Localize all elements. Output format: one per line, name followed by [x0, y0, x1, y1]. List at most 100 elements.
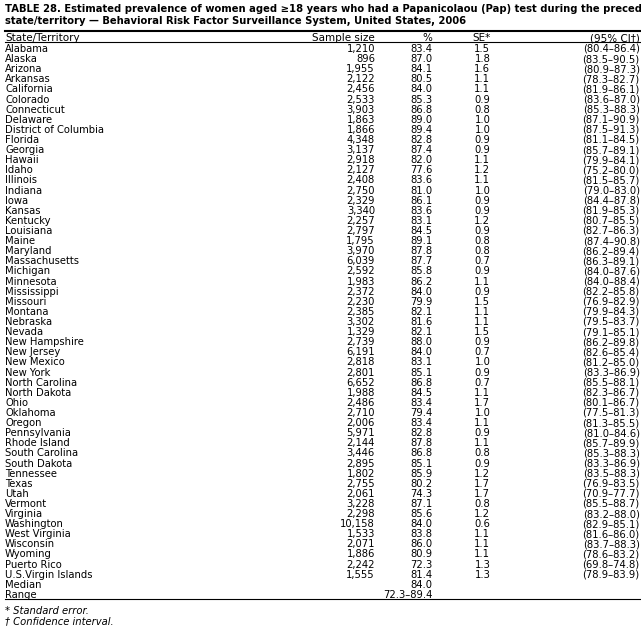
Text: (87.5–91.3): (87.5–91.3)	[583, 125, 640, 135]
Text: (81.9–85.3): (81.9–85.3)	[583, 206, 640, 216]
Text: Hawaii: Hawaii	[5, 155, 38, 165]
Text: (83.5–88.3): (83.5–88.3)	[583, 469, 640, 478]
Text: (84.4–87.8): (84.4–87.8)	[583, 196, 640, 206]
Text: 2,895: 2,895	[347, 459, 375, 468]
Text: Ohio: Ohio	[5, 398, 28, 408]
Text: (81.6–86.0): (81.6–86.0)	[583, 529, 640, 540]
Text: (85.5–88.7): (85.5–88.7)	[583, 499, 640, 509]
Text: 1,555: 1,555	[346, 569, 375, 580]
Text: 87.8: 87.8	[410, 438, 433, 448]
Text: (85.3–88.3): (85.3–88.3)	[583, 448, 640, 459]
Text: (81.1–84.5): (81.1–84.5)	[583, 135, 640, 145]
Text: (85.7–89.1): (85.7–89.1)	[583, 145, 640, 155]
Text: (81.0–84.6): (81.0–84.6)	[583, 428, 640, 438]
Text: 1.3: 1.3	[474, 560, 490, 569]
Text: (82.2–85.8): (82.2–85.8)	[583, 287, 640, 297]
Text: 0.9: 0.9	[474, 428, 490, 438]
Text: 0.8: 0.8	[474, 499, 490, 509]
Text: 2,061: 2,061	[347, 489, 375, 499]
Text: 86.8: 86.8	[410, 448, 433, 459]
Text: 1,955: 1,955	[346, 64, 375, 74]
Text: 83.4: 83.4	[411, 44, 433, 54]
Text: (77.5–81.3): (77.5–81.3)	[583, 408, 640, 418]
Text: (79.0–83.0): (79.0–83.0)	[583, 185, 640, 196]
Text: 1.0: 1.0	[474, 115, 490, 125]
Text: Median: Median	[5, 580, 42, 590]
Text: Oklahoma: Oklahoma	[5, 408, 56, 418]
Text: Colorado: Colorado	[5, 94, 49, 104]
Text: (79.5–83.7): (79.5–83.7)	[583, 317, 640, 327]
Text: (76.9–83.5): (76.9–83.5)	[583, 479, 640, 489]
Text: 86.0: 86.0	[410, 540, 433, 549]
Text: (76.9–82.9): (76.9–82.9)	[582, 297, 640, 307]
Text: Missouri: Missouri	[5, 297, 47, 307]
Text: Arizona: Arizona	[5, 64, 43, 74]
Text: 1.1: 1.1	[474, 84, 490, 94]
Text: Alabama: Alabama	[5, 44, 49, 54]
Text: 1.5: 1.5	[474, 327, 490, 337]
Text: 80.2: 80.2	[410, 479, 433, 489]
Text: 87.4: 87.4	[410, 145, 433, 155]
Text: 84.1: 84.1	[410, 64, 433, 74]
Text: 1,329: 1,329	[347, 327, 375, 337]
Text: 2,486: 2,486	[347, 398, 375, 408]
Text: (83.6–87.0): (83.6–87.0)	[583, 94, 640, 104]
Text: 86.8: 86.8	[410, 378, 433, 387]
Text: Connecticut: Connecticut	[5, 104, 65, 115]
Text: Nevada: Nevada	[5, 327, 43, 337]
Text: 0.9: 0.9	[474, 135, 490, 145]
Text: 83.6: 83.6	[410, 206, 433, 216]
Text: (79.1–85.1): (79.1–85.1)	[582, 327, 640, 337]
Text: (82.3–86.7): (82.3–86.7)	[583, 388, 640, 397]
Text: Vermont: Vermont	[5, 499, 47, 509]
Text: Iowa: Iowa	[5, 196, 28, 206]
Text: 2,801: 2,801	[347, 368, 375, 378]
Text: Arkansas: Arkansas	[5, 75, 51, 84]
Text: 0.9: 0.9	[474, 196, 490, 206]
Text: 1.0: 1.0	[474, 357, 490, 368]
Text: 84.5: 84.5	[410, 388, 433, 397]
Text: 2,257: 2,257	[346, 216, 375, 226]
Text: 84.0: 84.0	[411, 287, 433, 297]
Text: 83.4: 83.4	[411, 398, 433, 408]
Text: South Dakota: South Dakota	[5, 459, 72, 468]
Text: (84.0–88.4): (84.0–88.4)	[583, 276, 640, 287]
Text: 0.9: 0.9	[474, 459, 490, 468]
Text: 2,071: 2,071	[347, 540, 375, 549]
Text: 0.8: 0.8	[474, 236, 490, 246]
Text: 87.8: 87.8	[410, 246, 433, 256]
Text: (86.2–89.4): (86.2–89.4)	[583, 246, 640, 256]
Text: 6,039: 6,039	[347, 256, 375, 266]
Text: 1.0: 1.0	[474, 125, 490, 135]
Text: Illinois: Illinois	[5, 175, 37, 185]
Text: TABLE 28. Estimated prevalence of women aged ≥18 years who had a Papanicolaou (P: TABLE 28. Estimated prevalence of women …	[5, 4, 641, 15]
Text: 3,340: 3,340	[347, 206, 375, 216]
Text: (83.2–88.0): (83.2–88.0)	[583, 509, 640, 519]
Text: 82.1: 82.1	[410, 307, 433, 317]
Text: 3,137: 3,137	[347, 145, 375, 155]
Text: New Hampshire: New Hampshire	[5, 337, 84, 347]
Text: 85.1: 85.1	[410, 459, 433, 468]
Text: Puerto Rico: Puerto Rico	[5, 560, 62, 569]
Text: 6,191: 6,191	[346, 347, 375, 357]
Text: 2,750: 2,750	[347, 185, 375, 196]
Text: 1.7: 1.7	[474, 489, 490, 499]
Text: 1.0: 1.0	[474, 408, 490, 418]
Text: 4,348: 4,348	[347, 135, 375, 145]
Text: 85.6: 85.6	[410, 509, 433, 519]
Text: 2,408: 2,408	[347, 175, 375, 185]
Text: 3,903: 3,903	[347, 104, 375, 115]
Text: 1.8: 1.8	[474, 54, 490, 64]
Text: (86.3–89.1): (86.3–89.1)	[583, 256, 640, 266]
Text: 2,122: 2,122	[346, 75, 375, 84]
Text: 0.9: 0.9	[474, 266, 490, 276]
Text: (79.9–84.3): (79.9–84.3)	[583, 307, 640, 317]
Text: 86.8: 86.8	[410, 104, 433, 115]
Text: 83.4: 83.4	[411, 418, 433, 428]
Text: Wisconsin: Wisconsin	[5, 540, 55, 549]
Text: (78.3–82.7): (78.3–82.7)	[583, 75, 640, 84]
Text: (86.2–89.8): (86.2–89.8)	[583, 337, 640, 347]
Text: (87.4–90.8): (87.4–90.8)	[583, 236, 640, 246]
Text: %: %	[423, 33, 433, 43]
Text: 1.1: 1.1	[474, 276, 490, 287]
